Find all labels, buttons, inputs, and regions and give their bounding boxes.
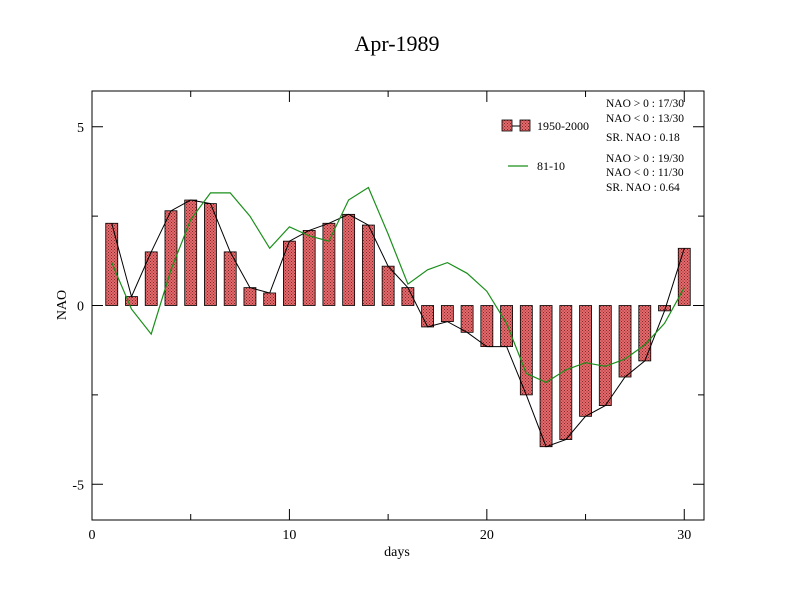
legend-swatch-1950-2000-a <box>501 119 513 132</box>
bar-series-1950-2000 <box>105 199 691 448</box>
x-tick-label-30: 30 <box>677 528 691 543</box>
bar-day-6 <box>204 203 217 306</box>
bar-day-14 <box>361 224 375 306</box>
chart-title: Apr-1989 <box>354 31 439 56</box>
bar-day-17 <box>421 305 435 328</box>
bar-day-1 <box>105 222 119 306</box>
bar-day-20 <box>480 305 494 348</box>
line-1950-2000 <box>111 199 685 448</box>
bar-day-3 <box>144 251 158 306</box>
x-tick-label-0: 0 <box>89 528 96 543</box>
bar-day-15 <box>381 265 395 306</box>
bar-day-23 <box>539 305 553 448</box>
legend-label-81-10: 81-10 <box>537 159 565 173</box>
line-series <box>111 186 685 448</box>
stat-8110-nao-positive: NAO > 0 : 19/30 <box>606 153 684 165</box>
bar-day-26 <box>598 305 612 406</box>
bar-day-12 <box>322 222 336 306</box>
bar-day-28 <box>638 305 652 362</box>
stat-8110-nao-negative: NAO < 0 : 11/30 <box>606 167 684 179</box>
bar-day-25 <box>579 305 592 417</box>
bar-day-19 <box>460 305 474 333</box>
axis-ticks: 0 10 20 30 -5 0 5 <box>72 91 704 543</box>
bar-day-13 <box>342 213 356 306</box>
y-axis-label: NAO <box>55 290 70 320</box>
stat-1950-nao-negative: NAO < 0 : 13/30 <box>606 113 684 125</box>
stat-1950-sr-nao: SR. NAO : 0.18 <box>606 132 680 144</box>
y-tick-label--5: -5 <box>72 478 84 493</box>
bar-day-27 <box>618 305 632 378</box>
legend-swatch-1950-2000-b <box>519 119 531 132</box>
bar-day-30 <box>677 247 691 306</box>
x-tick-label-10: 10 <box>282 528 296 543</box>
bar-day-8 <box>243 287 257 306</box>
line-81-10 <box>111 186 685 384</box>
bar-day-11 <box>302 230 316 306</box>
stat-1950-nao-positive: NAO > 0 : 17/30 <box>606 98 684 110</box>
y-tick-label-5: 5 <box>77 121 84 136</box>
bar-day-9 <box>263 292 277 306</box>
stat-8110-sr-nao: SR. NAO : 0.64 <box>606 182 680 194</box>
legend: 1950-2000 81-10 NAO > 0 : 17/30 NAO < 0 … <box>501 98 684 194</box>
x-tick-label-20: 20 <box>480 528 494 543</box>
bar-day-22 <box>519 305 533 396</box>
y-tick-label-0: 0 <box>77 300 84 315</box>
x-axis-label: days <box>384 545 410 560</box>
legend-label-1950-2000: 1950-2000 <box>537 119 589 133</box>
bar-day-18 <box>440 305 454 322</box>
bar-day-21 <box>500 305 513 348</box>
bar-day-5 <box>184 199 198 306</box>
